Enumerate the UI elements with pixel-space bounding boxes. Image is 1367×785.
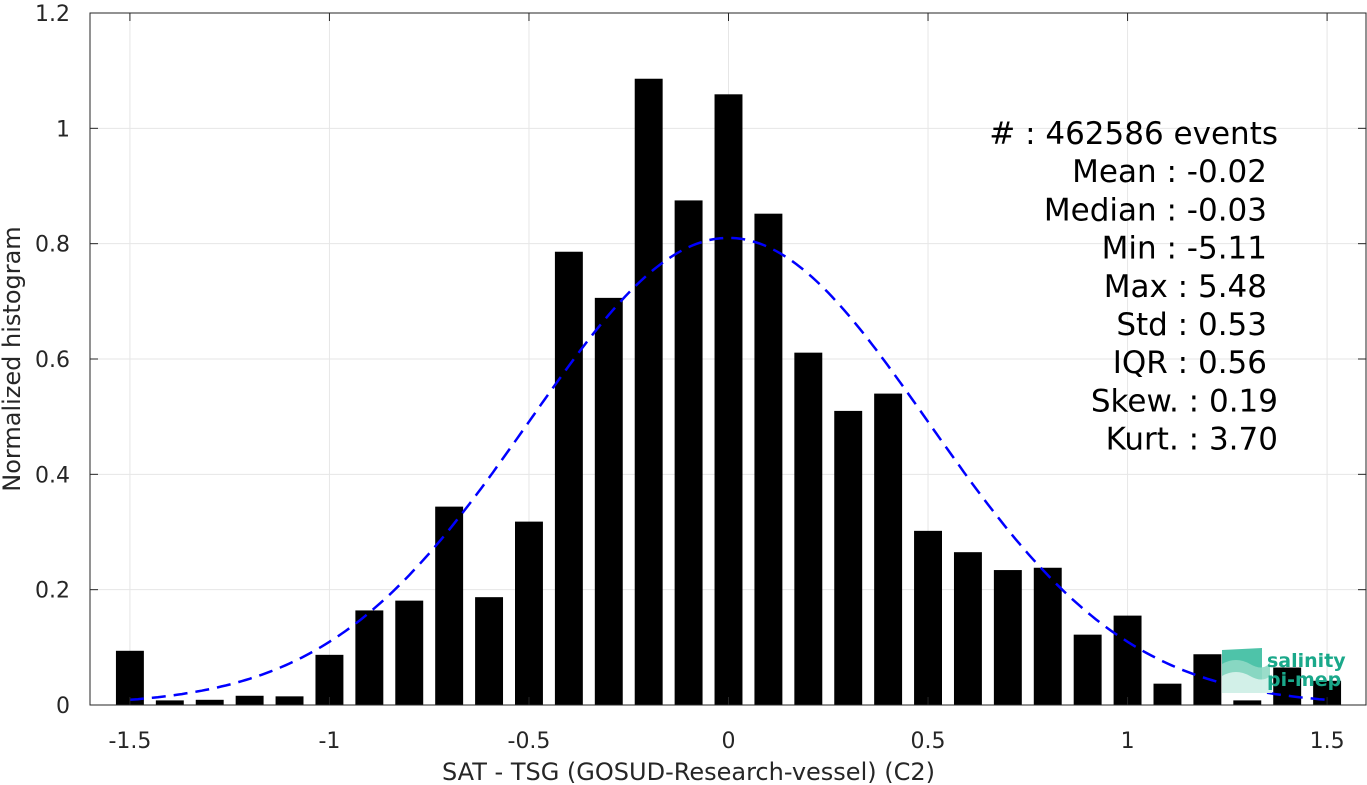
histogram-bar xyxy=(634,78,663,706)
stat-line: # : 462586 events xyxy=(989,116,1278,152)
histogram-bar xyxy=(914,530,942,705)
histogram-bar xyxy=(1233,700,1262,705)
histogram-bar xyxy=(395,600,424,705)
histogram-bar xyxy=(794,352,823,705)
histogram-bar xyxy=(834,410,863,705)
histogram-bar xyxy=(1113,615,1142,705)
histogram-bar xyxy=(714,94,743,705)
y-tick-label: 0.8 xyxy=(35,233,70,258)
stat-line: IQR : 0.56 xyxy=(1113,345,1267,381)
x-axis-label: SAT - TSG (GOSUD-Research-vessel) (C2) xyxy=(442,758,935,785)
logo-wave-icon xyxy=(1222,648,1272,693)
histogram-bar xyxy=(874,393,903,705)
y-tick-label: 1 xyxy=(56,117,70,142)
histogram-bar xyxy=(355,610,384,705)
salinity-pimep-logo: salinity pi-mep xyxy=(1222,648,1346,693)
histogram-bar xyxy=(1153,683,1182,705)
histogram-bar xyxy=(315,654,344,705)
histogram-bar xyxy=(235,695,264,705)
x-axis-ticks: -1.5 -1 -0.5 0 0.5 1 1.5 xyxy=(108,13,1345,754)
x-tick-label: -0.5 xyxy=(508,729,551,754)
histogram-bar xyxy=(515,521,543,705)
histogram-bar xyxy=(115,650,144,705)
stat-line: Mean : -0.02 xyxy=(1072,154,1267,190)
logo-text-pimep: pi-mep xyxy=(1267,669,1341,691)
y-tick-label: 0.6 xyxy=(35,348,70,373)
x-tick-label: 0.5 xyxy=(911,729,946,754)
x-tick-label: 1 xyxy=(1121,729,1135,754)
histogram-bar xyxy=(195,699,224,705)
stat-line: Min : -5.11 xyxy=(1102,231,1267,267)
gaussian-fit-curve xyxy=(129,236,1328,702)
y-axis-ticks: 0 0.2 0.4 0.6 0.8 1 1.2 xyxy=(35,2,1366,719)
stat-line: Skew. : 0.19 xyxy=(1091,383,1278,419)
x-tick-label: 1.5 xyxy=(1310,729,1345,754)
histogram-bar xyxy=(275,696,304,705)
histogram-bar xyxy=(953,552,982,705)
x-tick-label: 0 xyxy=(722,729,736,754)
y-tick-label: 0 xyxy=(56,694,70,719)
histogram-bar xyxy=(1073,634,1102,705)
histogram-bar xyxy=(554,251,583,706)
histogram-bar xyxy=(1273,667,1302,705)
stat-line: Median : -0.03 xyxy=(1044,192,1267,228)
y-tick-label: 1.2 xyxy=(35,2,70,27)
histogram-bar xyxy=(475,597,504,705)
y-axis-label: Normalized histogram xyxy=(0,226,26,491)
histogram-bar xyxy=(754,213,783,705)
x-tick-label: -1 xyxy=(318,729,340,754)
bars-group xyxy=(115,78,1342,706)
histogram-bar xyxy=(1033,567,1062,705)
x-tick-label: -1.5 xyxy=(108,729,151,754)
stat-line: Kurt. : 3.70 xyxy=(1106,422,1278,458)
histogram-bar xyxy=(435,506,464,705)
histogram-bar xyxy=(993,570,1022,705)
histogram-bar xyxy=(594,297,623,705)
histogram-bar xyxy=(155,700,184,705)
y-tick-label: 0.4 xyxy=(35,463,70,488)
logo-text-salinity: salinity xyxy=(1267,650,1346,672)
stat-line: Std : 0.53 xyxy=(1116,307,1267,343)
y-tick-label: 0.2 xyxy=(35,579,70,604)
stat-line: Max : 5.48 xyxy=(1104,269,1267,305)
histogram-bar xyxy=(674,200,703,705)
